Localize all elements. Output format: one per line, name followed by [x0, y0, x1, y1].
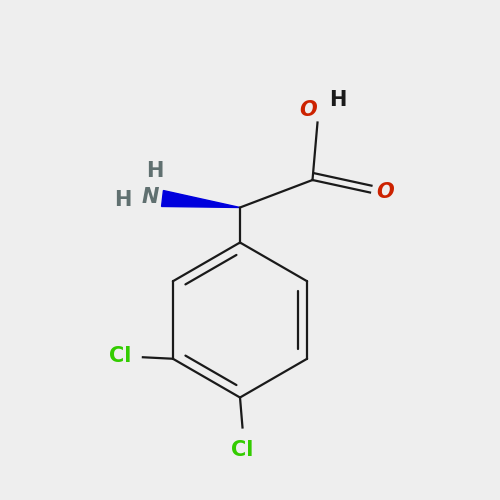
Text: H: H [146, 161, 164, 181]
Text: O: O [376, 182, 394, 203]
Text: O: O [300, 100, 318, 120]
Text: Cl: Cl [109, 346, 132, 366]
Text: Cl: Cl [232, 440, 254, 460]
Text: H: H [329, 90, 346, 110]
Polygon shape [162, 190, 240, 208]
Text: N: N [141, 187, 158, 207]
Text: H: H [114, 190, 131, 210]
